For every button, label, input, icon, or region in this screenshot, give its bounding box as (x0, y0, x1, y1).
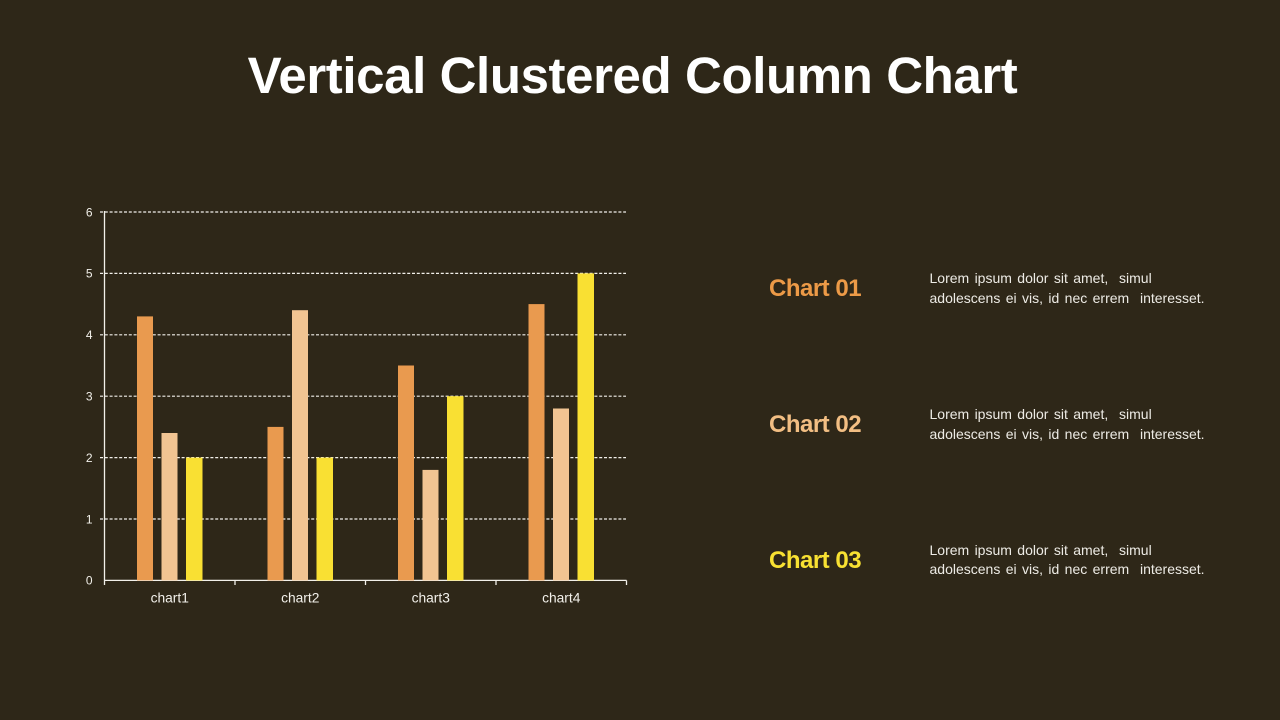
svg-text:5: 5 (86, 267, 93, 281)
svg-text:3: 3 (86, 390, 93, 404)
svg-text:chart3: chart3 (412, 591, 451, 606)
svg-text:chart4: chart4 (542, 591, 581, 606)
svg-text:0: 0 (86, 574, 93, 588)
svg-text:6: 6 (86, 205, 93, 219)
svg-text:chart1: chart1 (151, 591, 189, 606)
svg-text:chart2: chart2 (281, 591, 319, 606)
svg-text:4: 4 (86, 328, 93, 342)
svg-text:2: 2 (86, 451, 93, 465)
svg-text:1: 1 (86, 512, 93, 526)
